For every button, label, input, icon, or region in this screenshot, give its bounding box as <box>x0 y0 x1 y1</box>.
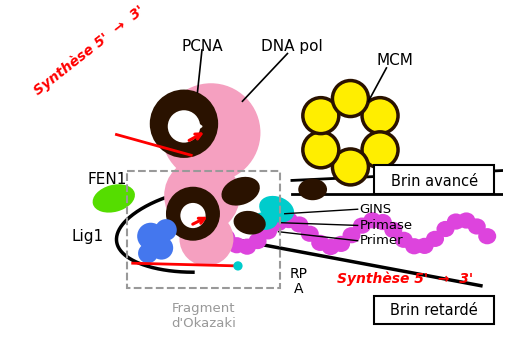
Circle shape <box>180 203 206 228</box>
Text: PCNA: PCNA <box>181 39 223 54</box>
Ellipse shape <box>227 237 245 253</box>
Circle shape <box>150 90 218 158</box>
Text: RP
A: RP A <box>289 267 307 296</box>
Ellipse shape <box>436 221 454 237</box>
Circle shape <box>161 83 260 182</box>
Ellipse shape <box>252 212 278 230</box>
Ellipse shape <box>353 217 371 234</box>
Circle shape <box>303 132 339 168</box>
Ellipse shape <box>222 177 260 206</box>
Circle shape <box>332 149 368 185</box>
Ellipse shape <box>458 212 476 228</box>
Text: Synthèse 5'  →  3': Synthèse 5' → 3' <box>31 2 147 98</box>
Text: Primer: Primer <box>359 234 403 247</box>
Text: FEN1: FEN1 <box>88 172 127 187</box>
Text: GINS: GINS <box>359 203 391 216</box>
Ellipse shape <box>426 231 444 247</box>
Text: Brin avancé: Brin avancé <box>390 174 478 189</box>
Circle shape <box>155 219 177 241</box>
Ellipse shape <box>217 229 235 246</box>
Polygon shape <box>184 113 202 140</box>
Text: Fragment
d'Okazaki: Fragment d'Okazaki <box>171 302 236 330</box>
Circle shape <box>137 223 164 250</box>
Circle shape <box>234 262 242 270</box>
Circle shape <box>362 98 398 134</box>
Ellipse shape <box>290 216 308 233</box>
Ellipse shape <box>322 239 340 255</box>
Ellipse shape <box>405 238 423 254</box>
Text: Brin retardé: Brin retardé <box>390 303 478 318</box>
Circle shape <box>332 81 368 117</box>
Ellipse shape <box>93 184 135 213</box>
Ellipse shape <box>249 233 267 249</box>
Ellipse shape <box>259 196 294 222</box>
Text: Lig1: Lig1 <box>71 229 104 244</box>
Ellipse shape <box>311 235 329 251</box>
Ellipse shape <box>259 223 277 240</box>
Text: Synthèse 5'  →  3': Synthèse 5' → 3' <box>337 271 473 286</box>
Ellipse shape <box>395 232 413 248</box>
Ellipse shape <box>238 239 256 255</box>
Ellipse shape <box>301 226 319 242</box>
Circle shape <box>138 243 158 263</box>
Text: DNA pol: DNA pol <box>261 39 323 54</box>
Ellipse shape <box>342 227 360 243</box>
Circle shape <box>168 110 200 143</box>
Text: Primase: Primase <box>359 219 413 232</box>
FancyBboxPatch shape <box>374 296 495 325</box>
Bar <box>127 171 280 287</box>
Circle shape <box>150 236 173 259</box>
Circle shape <box>179 212 233 266</box>
Ellipse shape <box>447 213 465 229</box>
Ellipse shape <box>384 222 402 238</box>
Ellipse shape <box>269 215 287 231</box>
Ellipse shape <box>280 212 298 228</box>
Circle shape <box>164 158 240 234</box>
Ellipse shape <box>416 238 434 254</box>
Ellipse shape <box>234 211 266 235</box>
Circle shape <box>362 132 398 168</box>
Circle shape <box>166 187 220 241</box>
Text: MCM: MCM <box>377 53 414 68</box>
FancyBboxPatch shape <box>374 165 495 194</box>
Ellipse shape <box>468 218 486 235</box>
Ellipse shape <box>374 214 392 230</box>
Circle shape <box>303 98 339 134</box>
Ellipse shape <box>298 179 327 200</box>
Ellipse shape <box>363 212 381 228</box>
Ellipse shape <box>478 228 496 244</box>
Ellipse shape <box>332 236 350 252</box>
